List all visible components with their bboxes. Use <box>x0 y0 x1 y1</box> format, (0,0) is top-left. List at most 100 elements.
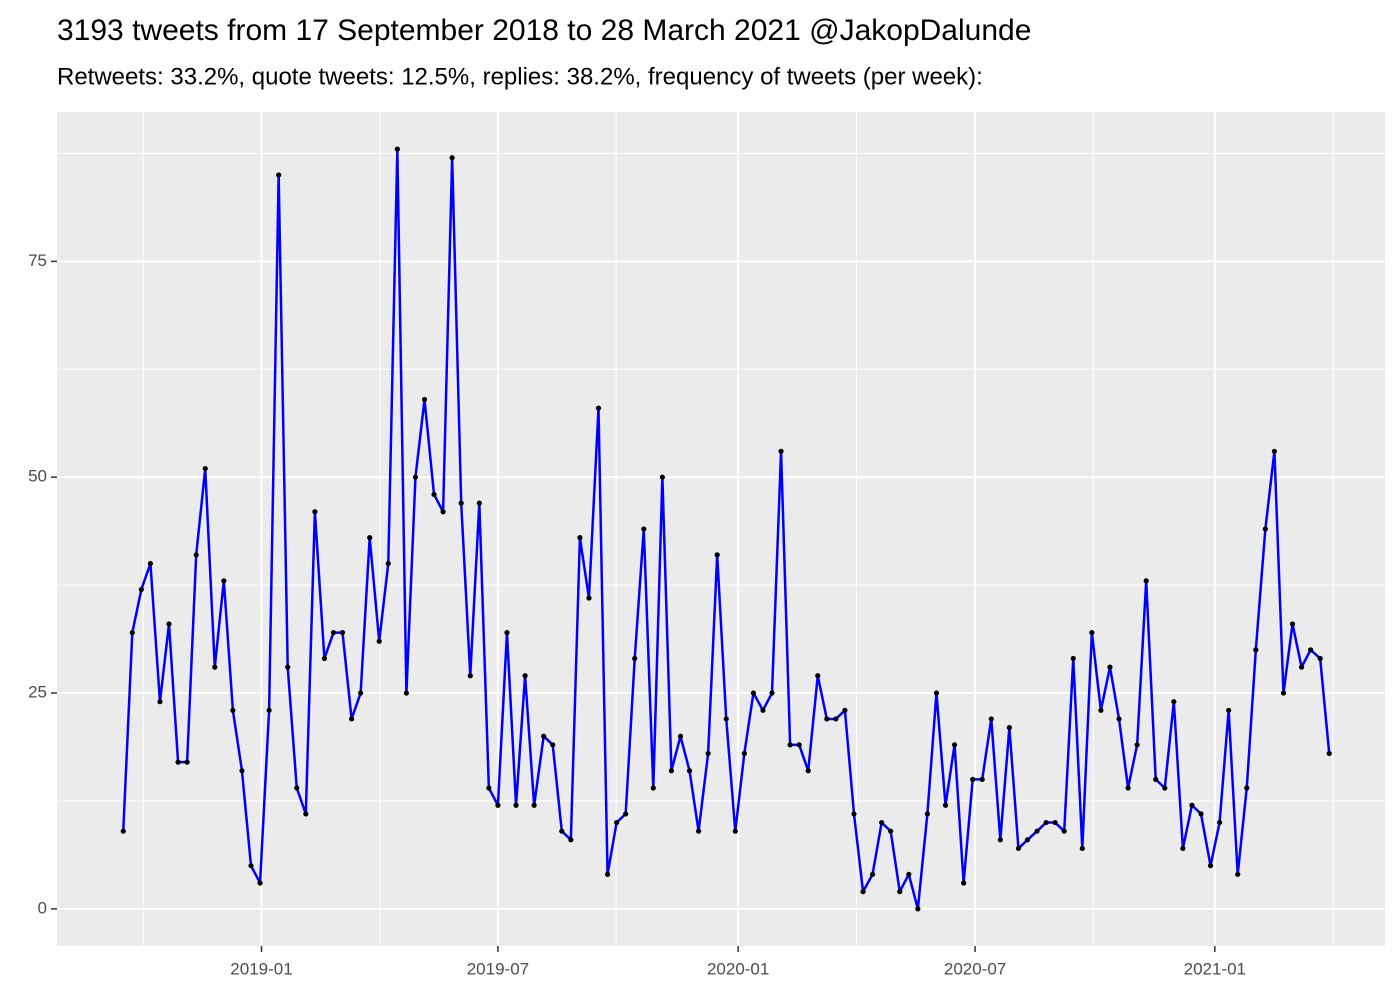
point <box>970 776 976 782</box>
point <box>750 690 757 696</box>
x-tick-label: 2019-01 <box>230 959 292 978</box>
point <box>1107 664 1113 670</box>
point <box>294 785 300 791</box>
point <box>120 828 126 834</box>
point <box>239 768 245 774</box>
point <box>1006 724 1012 731</box>
point <box>1235 871 1241 877</box>
point <box>1298 664 1305 670</box>
point <box>230 707 236 713</box>
point <box>732 828 738 834</box>
point <box>778 448 784 454</box>
y-tick-label: 50 <box>28 467 47 486</box>
point <box>166 621 172 627</box>
point <box>879 819 885 826</box>
point <box>1024 837 1031 843</box>
point <box>248 863 254 869</box>
point <box>1098 707 1104 713</box>
point <box>1034 828 1040 834</box>
y-tick-label: 75 <box>28 251 47 270</box>
point <box>212 664 218 670</box>
point <box>668 768 675 774</box>
point <box>1052 819 1058 826</box>
point <box>367 535 373 541</box>
point <box>348 716 355 722</box>
point <box>1143 578 1149 584</box>
point <box>851 811 857 817</box>
point <box>458 500 464 506</box>
point <box>686 768 693 774</box>
point <box>312 509 318 515</box>
point <box>495 802 501 808</box>
point <box>760 707 766 713</box>
point <box>650 785 656 791</box>
point <box>1280 690 1287 696</box>
point <box>695 828 702 834</box>
point <box>1061 828 1067 834</box>
point <box>705 750 711 757</box>
point <box>915 906 921 912</box>
point <box>175 759 181 765</box>
point <box>677 733 684 739</box>
point <box>1015 845 1022 852</box>
point <box>888 828 894 834</box>
point <box>1253 647 1259 653</box>
point <box>632 655 638 662</box>
x-tick-label: 2020-07 <box>944 959 1006 978</box>
point <box>1089 630 1095 636</box>
point <box>257 880 263 886</box>
point <box>1116 716 1122 722</box>
point <box>1180 845 1186 852</box>
chart-title: 3193 tweets from 17 September 2018 to 28… <box>57 14 1031 47</box>
point <box>1189 802 1195 808</box>
point <box>440 509 446 515</box>
point <box>1262 526 1268 532</box>
point <box>1079 845 1085 852</box>
point <box>385 560 391 567</box>
point <box>1134 742 1140 748</box>
point <box>276 172 282 178</box>
point <box>842 707 848 713</box>
point <box>860 889 866 895</box>
point <box>614 819 620 826</box>
point <box>403 690 409 696</box>
x-tick-label: 2019-07 <box>467 959 529 978</box>
point <box>221 578 227 584</box>
point <box>1289 621 1296 627</box>
point <box>659 474 665 480</box>
point <box>202 465 208 472</box>
point <box>550 742 556 748</box>
point <box>714 552 720 558</box>
point <box>358 690 364 696</box>
point <box>486 785 492 791</box>
point <box>942 802 949 808</box>
point <box>1271 448 1278 454</box>
point <box>979 776 985 782</box>
point <box>568 837 574 843</box>
point <box>559 828 565 834</box>
point <box>513 802 519 808</box>
point <box>147 560 154 567</box>
point <box>431 491 437 498</box>
point <box>285 664 291 670</box>
point <box>623 811 629 817</box>
point <box>824 716 830 722</box>
point <box>184 759 190 765</box>
point <box>1153 776 1159 782</box>
point <box>531 802 537 808</box>
point <box>997 837 1003 843</box>
point <box>330 630 337 636</box>
point <box>1070 655 1076 662</box>
point <box>193 552 199 558</box>
point <box>504 630 510 636</box>
point <box>961 880 967 886</box>
point <box>1308 647 1314 653</box>
point <box>1125 785 1131 791</box>
point <box>376 638 382 644</box>
point <box>787 742 793 748</box>
point <box>815 673 821 679</box>
point <box>1207 863 1214 869</box>
point <box>138 586 144 593</box>
point <box>339 630 346 636</box>
